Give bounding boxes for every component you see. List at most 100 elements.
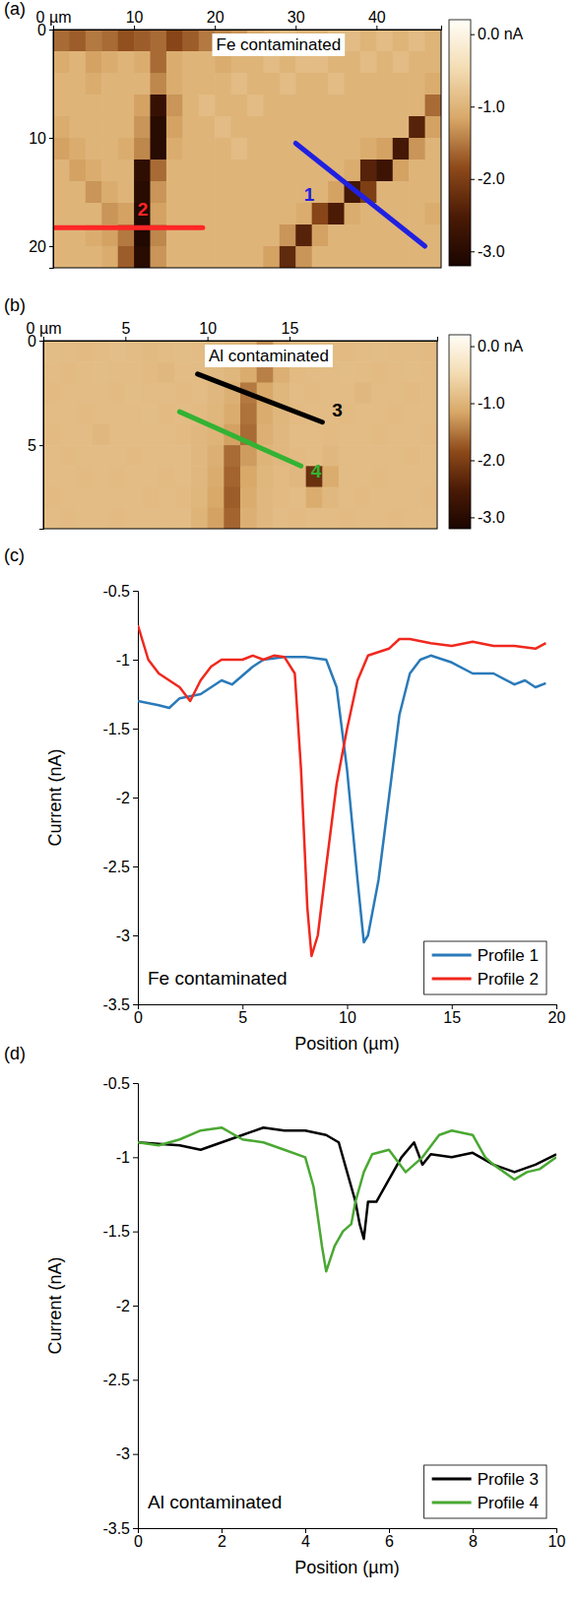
heatmap-cell [43, 424, 61, 447]
heatmap-cell [223, 445, 241, 467]
x-axis: 0 µm51015 [26, 320, 439, 342]
heatmap-cell [327, 202, 345, 226]
heatmap-cell [182, 159, 199, 183]
colorbar-tick-mark [470, 403, 475, 405]
heatmap-cell [141, 382, 159, 404]
heatmap-cell [376, 137, 393, 161]
heatmap-cell [306, 382, 323, 404]
x-tick: 8 [468, 1528, 478, 1550]
y-axis: 05 [27, 332, 44, 530]
heatmap-cell [214, 202, 232, 226]
heatmap-cell [60, 508, 77, 529]
heatmap-cell [182, 94, 199, 118]
heatmap-cell [158, 424, 176, 447]
heatmap-cell [272, 465, 290, 488]
colorbar-tick-label: -2.0 [477, 170, 506, 188]
heatmap-cell [53, 159, 70, 183]
heatmap-cell [207, 487, 225, 510]
heatmap-cell [191, 508, 208, 529]
heatmap-cell [262, 159, 280, 183]
heatmap-cell [101, 29, 119, 53]
x-tick-label: 10 [198, 320, 217, 337]
heatmap-cell [344, 202, 362, 226]
heatmap-cell [85, 202, 103, 226]
y-tick-label: 0 [27, 332, 37, 350]
y-tick-mark [132, 1156, 138, 1158]
heatmap-cell [408, 116, 426, 139]
heatmap-cell [68, 181, 86, 204]
annotation: Al contaminated [147, 1491, 282, 1513]
heatmap-cell [109, 382, 127, 404]
heatmap [53, 29, 442, 268]
legend-box [424, 941, 547, 995]
heatmap-cell [85, 159, 103, 183]
heatmap-cell [247, 137, 264, 161]
heatmap-cell [68, 137, 86, 161]
panel-letter: (c) [3, 545, 25, 566]
heatmap-cell [279, 224, 297, 248]
heatmap-cell [133, 51, 151, 74]
heatmap-cell [158, 445, 176, 467]
y-tick-mark [132, 659, 138, 661]
heatmap-cell [247, 181, 264, 204]
heatmap-cell [75, 403, 93, 426]
y-tick: -3.5 [102, 1520, 138, 1538]
colorbar-tick-label: 0.0 nA [477, 25, 524, 43]
x-tick: 10 [548, 1528, 567, 1550]
heatmap-cell [321, 465, 339, 488]
x-tick: 10 [198, 320, 217, 341]
heatmap-cell [425, 181, 442, 204]
heatmap-cell [327, 72, 345, 96]
y-tick-label: -3.5 [102, 1520, 130, 1538]
heatmap-cell [420, 424, 438, 447]
x-tick-mark [295, 25, 297, 30]
y-axis: -3.5-3-2.5-2-1.5-1-0.5 [102, 582, 138, 1014]
panel-letter: (b) [3, 295, 26, 316]
legend-swatch [432, 954, 472, 958]
y-tick-label: -3.5 [102, 996, 130, 1014]
heatmap-cell [295, 159, 313, 183]
heatmap-cell [360, 137, 378, 161]
heatmap-cell [295, 72, 313, 96]
heatmap-cell [425, 159, 442, 183]
heatmap-cell [150, 137, 168, 161]
heatmap-cell [408, 202, 426, 226]
heatmap-cell [289, 487, 307, 510]
colorbar-tick-label: -1.0 [477, 98, 506, 116]
x-tick-label: 10 [126, 8, 144, 26]
heatmap-cell [43, 340, 61, 363]
heatmap-cell [43, 445, 61, 467]
heatmap-cell [408, 159, 426, 183]
y-tick-mark [132, 866, 138, 868]
x-tick-mark [207, 336, 209, 341]
heatmap-cell [53, 202, 70, 226]
heatmap-cell [279, 94, 297, 118]
x-tick-label: 4 [301, 1533, 311, 1550]
heatmap-cell [420, 361, 438, 384]
heatmap-cell [118, 159, 135, 183]
heatmap-cell [125, 508, 142, 529]
y-tick-label: -1 [116, 1149, 130, 1166]
heatmap-cell [240, 465, 257, 488]
heatmap-cell [312, 181, 329, 204]
heatmap-cell [408, 137, 426, 161]
heatmap-cell [198, 116, 216, 139]
heatmap-cell [166, 29, 184, 53]
y-axis-line [39, 341, 45, 530]
heatmap-cell [53, 246, 70, 268]
colorbar-tick-mark [470, 251, 475, 253]
y-axis-title: Current (nA) [45, 1256, 65, 1354]
heatmap-cell [404, 445, 422, 467]
x-axis: 0 µm10203040 [36, 8, 443, 31]
heatmap-cell [392, 94, 410, 118]
x-tick: 2 [217, 1528, 227, 1550]
heatmap-cell [387, 382, 405, 404]
heatmap-cell [158, 465, 176, 488]
y-tick: -1 [116, 651, 138, 669]
x-tick-label: 20 [206, 8, 225, 26]
heatmap-cell [392, 72, 410, 96]
heatmap-cell [247, 246, 264, 268]
y-tick-mark [132, 1454, 138, 1456]
heatmap-cell [355, 340, 373, 363]
colorbar-tick-mark [470, 459, 475, 461]
